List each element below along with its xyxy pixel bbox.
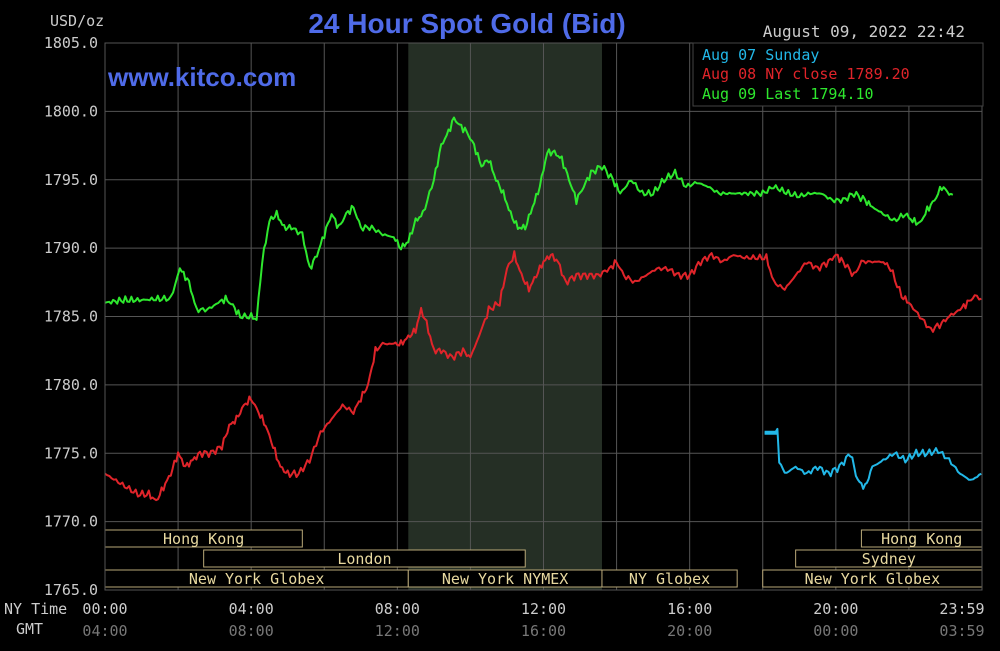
x-tick-label-gmt: 03:59 xyxy=(939,622,984,640)
x-tick-label-ny: 08:00 xyxy=(375,600,420,618)
y-tick-label: 1795.0 xyxy=(44,171,98,189)
x-tick-label-gmt: 08:00 xyxy=(229,622,274,640)
series-line xyxy=(764,427,982,490)
y-axis-ticks: 1805.0 1800.0 1795.0 1790.0 1785.0 1780.0 1775… xyxy=(44,34,98,599)
grid-lines xyxy=(104,42,983,591)
x-tick-label-ny: 20:00 xyxy=(813,600,858,618)
y-tick-label: 1800.0 xyxy=(44,102,98,120)
session-label: Hong Kong xyxy=(881,530,962,548)
x-tick-label-ny: 12:00 xyxy=(521,600,566,618)
x-tick-label-ny: 00:00 xyxy=(82,600,127,618)
y-tick-label: 1770.0 xyxy=(44,513,98,531)
legend-item-aug09: Aug 09 Last 1794.10 xyxy=(702,85,874,103)
chart-title: 24 Hour Spot Gold (Bid) xyxy=(308,8,625,39)
legend-box xyxy=(692,42,984,107)
x-tick-label-ny: 16:00 xyxy=(667,600,712,618)
legend-item-aug08: Aug 08 NY close 1789.20 xyxy=(702,65,910,83)
x-tick-label-gmt: 12:00 xyxy=(375,622,420,640)
y-tick-label: 1785.0 xyxy=(44,308,98,326)
timestamp: August 09, 2022 22:42 xyxy=(763,22,965,41)
series-line xyxy=(104,116,954,321)
x-tick-label-gmt: 04:00 xyxy=(82,622,127,640)
y-tick-label: 1780.0 xyxy=(44,376,98,394)
x-tick-label-ny: 23:59 xyxy=(939,600,984,618)
session-label: Hong Kong xyxy=(163,530,244,548)
legend-item-aug07: Aug 07 Sunday xyxy=(702,46,819,64)
x-axis-gmt-label: GMT xyxy=(16,620,43,638)
market-sessions: Hong Kong Hong Kong London Sydney New York G… xyxy=(104,42,983,591)
session-label: New York Globex xyxy=(805,570,940,588)
watermark: www.kitco.com xyxy=(107,62,296,92)
session-label: New York NYMEX xyxy=(442,570,568,588)
series-lines xyxy=(104,116,982,502)
session-box xyxy=(203,549,526,568)
session-label: NY Globex xyxy=(629,570,710,588)
y-tick-label: 1765.0 xyxy=(44,581,98,599)
x-tick-label-ny: 04:00 xyxy=(229,600,274,618)
unit-label: USD/oz xyxy=(50,12,104,30)
session-label: New York Globex xyxy=(189,570,324,588)
y-tick-label: 1790.0 xyxy=(44,239,98,257)
x-axis-ticks: 00:00 04:00 08:00 12:00 16:00 20:00 23:59 04:00… xyxy=(82,600,984,640)
x-tick-label-gmt: 16:00 xyxy=(521,622,566,640)
x-tick-label-gmt: 00:00 xyxy=(813,622,858,640)
plot-frame xyxy=(104,42,983,591)
y-tick-label: 1805.0 xyxy=(44,34,98,52)
session-label: London xyxy=(337,550,391,568)
session-box xyxy=(601,569,738,588)
y-tick-label: 1775.0 xyxy=(44,444,98,462)
x-tick-label-gmt: 20:00 xyxy=(667,622,712,640)
x-axis-ny-label: NY Time xyxy=(4,600,67,618)
session-label: Sydney xyxy=(862,550,916,568)
series-line xyxy=(104,250,982,502)
legend: Aug 07 Sunday Aug 08 NY close 1789.20 Au… xyxy=(692,42,984,107)
